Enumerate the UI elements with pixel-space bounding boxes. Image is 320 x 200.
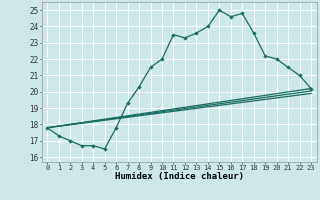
- X-axis label: Humidex (Indice chaleur): Humidex (Indice chaleur): [115, 172, 244, 181]
